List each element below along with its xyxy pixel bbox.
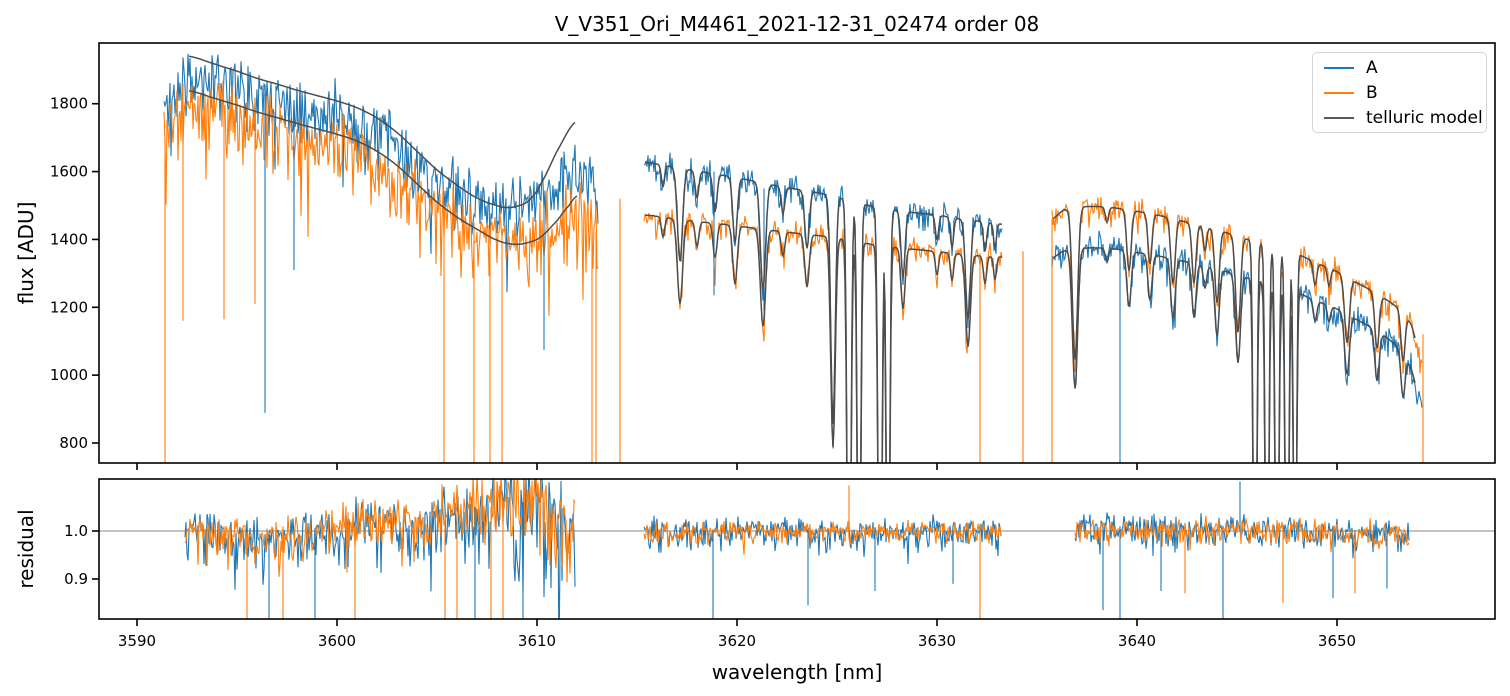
panel-frame bbox=[98, 478, 1496, 620]
spectrum-A-segment bbox=[163, 53, 599, 293]
residual-tick-label: 1.0 bbox=[64, 522, 88, 540]
legend-item-b: B bbox=[1313, 83, 1486, 103]
x-tick-label: 3620 bbox=[718, 632, 756, 650]
legend-label-telluric: telluric model bbox=[1366, 107, 1483, 128]
flux-tick-label: 1800 bbox=[50, 95, 88, 113]
x-tick-label: 3650 bbox=[1318, 632, 1356, 650]
wavelength-axis-label: wavelength [nm] bbox=[711, 660, 883, 684]
telluric-model-curve bbox=[645, 214, 1003, 463]
spectrum-B-segment bbox=[643, 209, 1003, 463]
residual-B-segment bbox=[643, 519, 1002, 555]
flux-tick-label: 1000 bbox=[50, 366, 88, 384]
flux-tick-label: 1400 bbox=[50, 230, 88, 248]
x-tick-label: 3640 bbox=[1118, 632, 1156, 650]
telluric-model-curve bbox=[1052, 205, 1416, 463]
telluric-model-curve bbox=[188, 90, 578, 246]
residual-B-segment bbox=[184, 479, 576, 583]
telluric-model-curve bbox=[188, 55, 576, 209]
residual-axis-label: residual bbox=[14, 509, 38, 589]
telluric-model-curve bbox=[644, 161, 1003, 463]
x-tick-label: 3600 bbox=[318, 632, 356, 650]
x-tick-label: 3590 bbox=[118, 632, 156, 650]
axes: 3590 3600 3610 3620 3630 3640 3650 800 1000 1200 1… bbox=[50, 42, 1496, 650]
flux-tick-label: 1200 bbox=[50, 298, 88, 316]
series-b-line-swatch bbox=[1324, 91, 1354, 94]
legend-item-a: A bbox=[1313, 58, 1486, 78]
spectrum-B-segment bbox=[1051, 196, 1423, 463]
telluric-model-curve bbox=[1052, 247, 1416, 463]
residual-A-segment bbox=[1074, 512, 1410, 559]
residual-tick-label: 0.9 bbox=[64, 570, 88, 588]
telluric-line-swatch bbox=[1324, 116, 1354, 119]
legend-item-telluric: telluric model bbox=[1313, 108, 1486, 128]
x-tick-label: 3610 bbox=[518, 632, 556, 650]
legend-label-b: B bbox=[1366, 82, 1378, 103]
flux-panel-data bbox=[163, 53, 1424, 463]
legend-label-a: A bbox=[1366, 57, 1378, 78]
plot-title: V_V351_Ori_M4461_2021-12-31_02474 order … bbox=[554, 12, 1040, 36]
residual-panel-data bbox=[99, 479, 1495, 619]
flux-tick-label: 800 bbox=[59, 434, 88, 452]
series-a-line-swatch bbox=[1324, 66, 1354, 69]
flux-tick-label: 1600 bbox=[50, 163, 88, 181]
residual-B-segment bbox=[1074, 515, 1410, 553]
panel-frame bbox=[98, 42, 1496, 464]
flux-axis-label: flux [ADU] bbox=[14, 201, 38, 305]
spectrum-A-segment bbox=[643, 152, 1003, 463]
x-tick-label: 3630 bbox=[918, 632, 956, 650]
legend: A B telluric model bbox=[1312, 52, 1487, 133]
